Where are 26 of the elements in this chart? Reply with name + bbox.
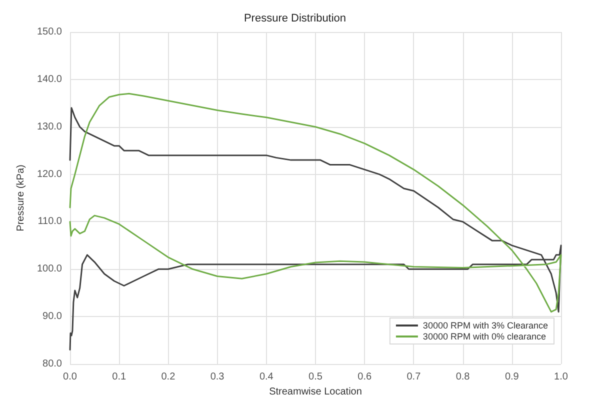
- y-tick-label: 80.0: [42, 358, 62, 370]
- chart-title: Pressure Distribution: [244, 12, 346, 24]
- x-tick-label: 0.0: [63, 372, 78, 382]
- y-tick-label: 90.0: [42, 311, 62, 322]
- x-tick-label: 0.8: [456, 372, 470, 382]
- legend-label: 30000 RPM with 3% Clearance: [422, 320, 548, 330]
- x-tick-label: 0.3: [210, 372, 225, 382]
- x-tick-label: 0.9: [504, 372, 520, 382]
- line-series: [69, 92, 562, 313]
- x-tick-label: 0.6: [358, 372, 372, 382]
- y-tick-label: 140.0: [36, 74, 62, 85]
- x-tick-label: 0.2: [161, 372, 176, 382]
- y-tick-label: 120.0: [36, 168, 62, 180]
- x-tick-label: 0.1: [112, 372, 126, 382]
- legend-label: 30000 RPM with 0% clearance: [422, 332, 546, 342]
- y-axis-title: Pressure (kPa): [16, 164, 27, 232]
- y-tick-label: 150.0: [36, 26, 62, 38]
- y-tick-label: 100.0: [36, 264, 62, 275]
- x-axis-title: Streamwise Location: [269, 386, 362, 398]
- line-series: [69, 107, 562, 351]
- y-tick-label: 130.0: [36, 121, 62, 132]
- x-tick-label: 0.5: [308, 372, 323, 382]
- y-tick-label: 110.0: [38, 216, 62, 228]
- x-tick-label: 0.7: [406, 372, 422, 382]
- x-tick-label: 0.4: [259, 372, 274, 382]
- x-tick-label: 1.0: [554, 372, 568, 382]
